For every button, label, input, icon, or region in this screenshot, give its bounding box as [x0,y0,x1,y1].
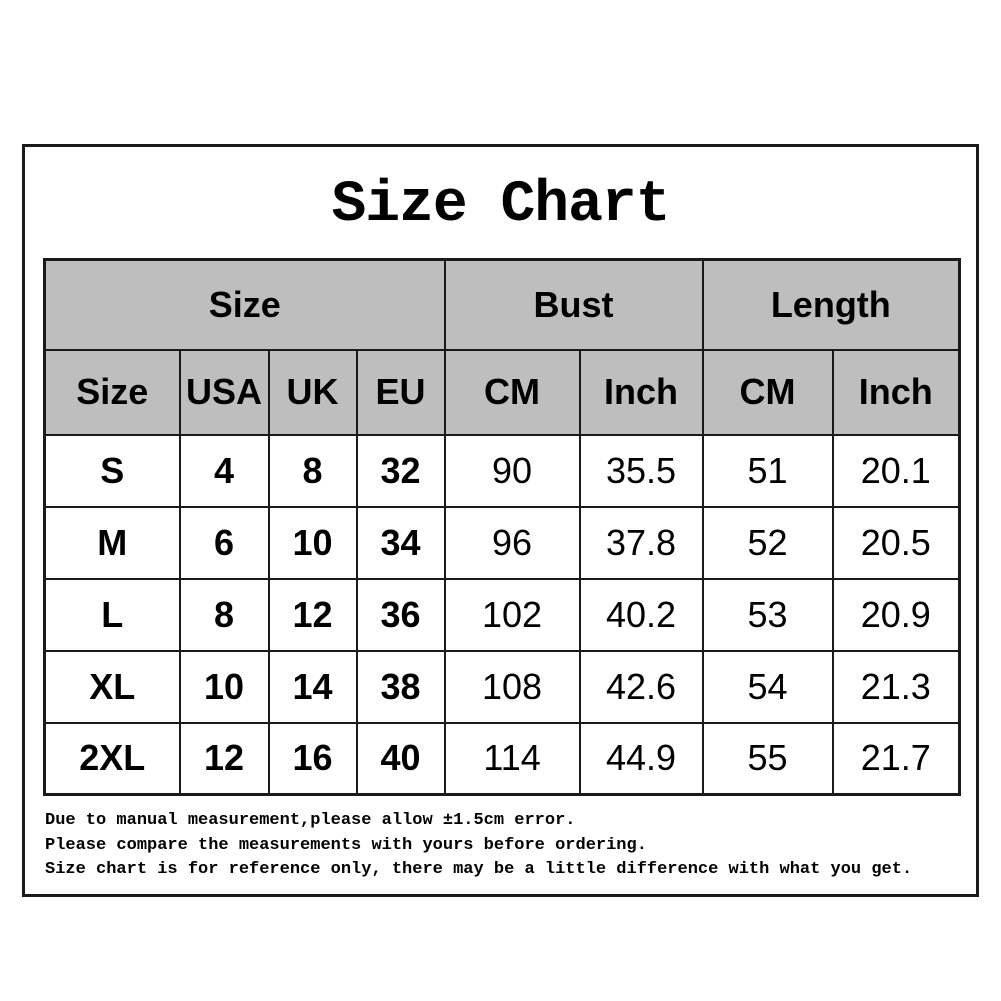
cell-length-cm: 53 [701,577,834,652]
cell-bust-cm: 90 [443,433,581,508]
cell-eu: 32 [355,433,446,508]
cell-uk: 8 [267,433,358,508]
cell-uk: 12 [267,577,358,652]
cell-size: XL [43,649,181,724]
col-header-bust-cm: CM [443,348,581,436]
col-header-eu: EU [355,348,446,436]
cell-size: S [43,433,181,508]
table-row-l: L 8 12 36 102 40.2 53 20.9 [43,577,961,652]
col-header-bust-inch: Inch [578,348,704,436]
table-row-s: S 4 8 32 90 35.5 51 20.1 [43,433,961,508]
cell-bust-cm: 114 [443,721,581,796]
cell-length-cm: 51 [701,433,834,508]
cell-bust-inch: 35.5 [578,433,704,508]
table-row-m: M 6 10 34 96 37.8 52 20.5 [43,505,961,580]
cell-eu: 38 [355,649,446,724]
group-header-size: Size [43,258,446,351]
cell-eu: 40 [355,721,446,796]
size-chart-table: Size Bust Length Size USA UK EU CM Inch … [43,258,962,796]
cell-length-cm: 52 [701,505,834,580]
cell-usa: 8 [178,577,270,652]
page-title: Size Chart [331,173,670,238]
cell-bust-cm: 96 [443,505,581,580]
cell-bust-cm: 102 [443,577,581,652]
col-header-uk: UK [267,348,358,436]
note-line: Size chart is for reference only, there … [45,860,913,879]
cell-uk: 14 [267,649,358,724]
col-header-usa: USA [178,348,270,436]
cell-length-inch: 20.9 [831,577,961,652]
cell-size: M [43,505,181,580]
column-header-row: Size USA UK EU CM Inch CM Inch [43,348,961,436]
cell-length-cm: 55 [701,721,834,796]
group-header-bust: Bust [443,258,704,351]
col-header-size: Size [43,348,181,436]
cell-length-inch: 20.5 [831,505,961,580]
cell-size: 2XL [43,721,181,796]
cell-bust-inch: 44.9 [578,721,704,796]
col-header-length-cm: CM [701,348,834,436]
cell-length-inch: 21.3 [831,649,961,724]
group-header-row: Size Bust Length [43,258,961,351]
cell-bust-inch: 40.2 [578,577,704,652]
cell-usa: 6 [178,505,270,580]
cell-bust-inch: 37.8 [578,505,704,580]
table-row-2xl: 2XL 12 16 40 114 44.9 55 21.7 [43,721,961,796]
group-header-length: Length [701,258,961,351]
cell-bust-cm: 108 [443,649,581,724]
cell-usa: 10 [178,649,270,724]
cell-length-inch: 21.7 [831,721,961,796]
cell-length-cm: 54 [701,649,834,724]
cell-bust-inch: 42.6 [578,649,704,724]
cell-usa: 12 [178,721,270,796]
cell-size: L [43,577,181,652]
note-line: Due to manual measurement,please allow ±… [45,811,576,830]
note-line: Please compare the measurements with you… [45,835,647,855]
cell-uk: 10 [267,505,358,580]
cell-eu: 36 [355,577,446,652]
measurement-notes: Due to manual measurement,please allow ±… [45,809,976,883]
cell-length-inch: 20.1 [831,433,961,508]
table-row-xl: XL 10 14 38 108 42.6 54 21.3 [43,649,961,724]
cell-usa: 4 [178,433,270,508]
size-chart-panel: Size Chart Size Bust Length Size USA UK … [22,144,979,897]
col-header-length-inch: Inch [831,348,961,436]
cell-uk: 16 [267,721,358,796]
cell-eu: 34 [355,505,446,580]
